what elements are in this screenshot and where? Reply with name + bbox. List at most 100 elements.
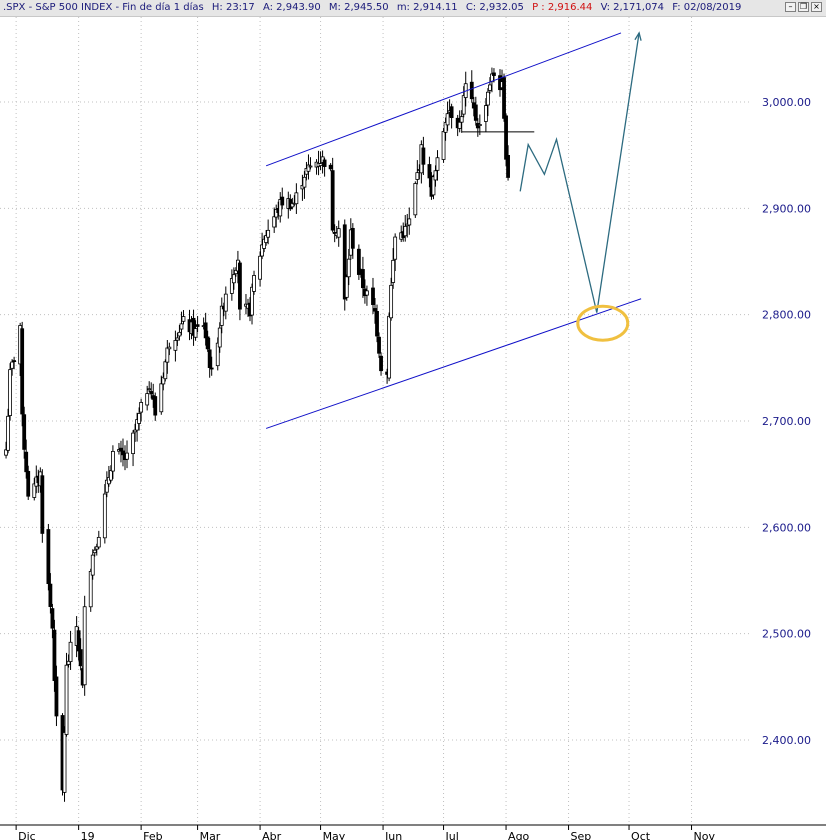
candle-body bbox=[135, 419, 139, 431]
minimize-button[interactable]: – bbox=[785, 2, 796, 12]
candle-body bbox=[66, 660, 71, 665]
close-button[interactable]: × bbox=[811, 2, 822, 12]
y-tick-label: 2,900.00 bbox=[762, 202, 811, 215]
candle-body bbox=[433, 170, 438, 181]
candle-body bbox=[205, 336, 210, 350]
candle-body bbox=[306, 164, 311, 172]
candle-body bbox=[6, 415, 10, 451]
candle-body bbox=[153, 396, 158, 416]
price-label: P : 2,916.44 bbox=[532, 2, 593, 13]
candle-body bbox=[272, 216, 277, 228]
candle-body bbox=[486, 91, 490, 106]
candle-body bbox=[252, 275, 256, 292]
candle-body bbox=[40, 475, 45, 534]
candle-body bbox=[375, 311, 379, 337]
candle-body bbox=[387, 315, 392, 379]
x-tick-label: Abr bbox=[262, 830, 282, 840]
candle-body bbox=[149, 391, 154, 395]
highlight-circle bbox=[576, 304, 630, 342]
candle-body bbox=[280, 196, 285, 206]
candle-body bbox=[167, 346, 172, 350]
candle-body bbox=[266, 229, 271, 238]
candle-body bbox=[92, 549, 97, 554]
candle-body bbox=[330, 170, 335, 231]
candle-body bbox=[413, 183, 418, 216]
x-tick-label: Jul bbox=[445, 830, 459, 840]
candle-body bbox=[54, 676, 59, 717]
candle-body bbox=[108, 470, 113, 481]
candle-body bbox=[449, 106, 454, 119]
candle-body bbox=[492, 72, 496, 76]
candle-body bbox=[445, 113, 450, 126]
candle-body bbox=[457, 121, 462, 129]
candle-body bbox=[427, 164, 432, 179]
candle-body bbox=[278, 199, 283, 217]
symbol-label: .SPX - S&P 500 INDEX - Fin de día 1 días bbox=[3, 2, 204, 13]
x-tick-label: May bbox=[323, 830, 346, 840]
candle-body bbox=[379, 355, 383, 372]
candle-body bbox=[238, 262, 242, 310]
y-tick-label: 2,400.00 bbox=[762, 734, 811, 747]
candle-body bbox=[102, 493, 107, 539]
candle-body bbox=[4, 449, 8, 456]
candle-body bbox=[10, 361, 14, 369]
candle-body bbox=[469, 81, 474, 100]
candle-body bbox=[504, 115, 508, 160]
candle-body bbox=[161, 376, 166, 385]
x-tick-label: Mar bbox=[200, 830, 221, 840]
candle-body bbox=[431, 176, 436, 196]
candle-body bbox=[64, 664, 69, 735]
candle-body bbox=[371, 287, 375, 305]
candle-body bbox=[250, 286, 254, 316]
x-tick-label: Oct bbox=[631, 830, 651, 840]
x-tick-label: 19 bbox=[81, 830, 95, 840]
candle-body bbox=[258, 255, 262, 280]
x-tick-label: Nov bbox=[694, 830, 716, 840]
price-chart[interactable]: 2,400.00 2,500.00 2,600.00 2,700.00 2,800.00… bbox=[0, 17, 826, 840]
open-label: A: 2,943.90 bbox=[262, 2, 321, 13]
candle-body bbox=[229, 278, 234, 294]
candle-body bbox=[443, 122, 448, 133]
candle-body bbox=[203, 322, 208, 339]
candle-body bbox=[342, 224, 347, 300]
candle-body bbox=[78, 649, 83, 667]
candle-body bbox=[24, 451, 29, 473]
window-controls: – ❐ × bbox=[785, 2, 822, 12]
candle-body bbox=[219, 305, 224, 326]
candle-body bbox=[373, 308, 377, 312]
candle-body bbox=[502, 77, 506, 119]
candle-body bbox=[173, 340, 178, 351]
candle-body bbox=[391, 259, 396, 283]
candle-body bbox=[106, 477, 111, 485]
candle-body bbox=[262, 238, 267, 249]
candle-body bbox=[26, 470, 31, 497]
candle-body bbox=[344, 276, 349, 298]
candle-body bbox=[473, 104, 478, 121]
candle-body bbox=[308, 165, 313, 168]
candle-body bbox=[82, 606, 87, 686]
candle-body bbox=[233, 269, 238, 275]
candle-body bbox=[217, 327, 222, 348]
candle-body bbox=[328, 164, 333, 170]
candle-body bbox=[441, 131, 446, 160]
candle-body bbox=[96, 536, 101, 548]
candle-body bbox=[483, 105, 488, 122]
candle-body bbox=[104, 479, 109, 493]
y-tick-label: 2,800.00 bbox=[762, 309, 811, 322]
candle-body bbox=[32, 483, 37, 498]
candle-body bbox=[346, 258, 351, 278]
candle-body bbox=[119, 447, 123, 452]
restore-button[interactable]: ❐ bbox=[798, 2, 809, 12]
candle-body bbox=[294, 192, 299, 205]
candle-body bbox=[133, 429, 137, 433]
candle-body bbox=[415, 172, 420, 180]
candle-body bbox=[12, 360, 17, 362]
candles bbox=[4, 67, 510, 802]
projection-path bbox=[519, 32, 640, 313]
candle-body bbox=[435, 157, 440, 171]
candle-body bbox=[22, 414, 27, 450]
candle-body bbox=[393, 236, 398, 260]
candle-body bbox=[147, 388, 152, 391]
candle-body bbox=[215, 342, 220, 367]
candle-body bbox=[195, 324, 200, 327]
